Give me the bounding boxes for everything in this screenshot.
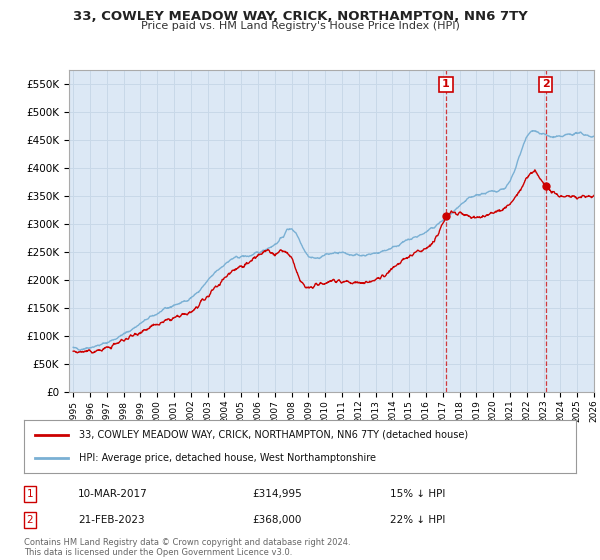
Text: Contains HM Land Registry data © Crown copyright and database right 2024.
This d: Contains HM Land Registry data © Crown c…	[24, 538, 350, 557]
Text: HPI: Average price, detached house, West Northamptonshire: HPI: Average price, detached house, West…	[79, 453, 376, 463]
Text: 1: 1	[442, 80, 450, 90]
Text: 10-MAR-2017: 10-MAR-2017	[78, 489, 148, 499]
Text: 33, COWLEY MEADOW WAY, CRICK, NORTHAMPTON, NN6 7TY (detached house): 33, COWLEY MEADOW WAY, CRICK, NORTHAMPTO…	[79, 430, 469, 440]
Text: 1: 1	[26, 489, 34, 499]
Text: Price paid vs. HM Land Registry's House Price Index (HPI): Price paid vs. HM Land Registry's House …	[140, 21, 460, 31]
Text: £314,995: £314,995	[252, 489, 302, 499]
Text: 22% ↓ HPI: 22% ↓ HPI	[390, 515, 445, 525]
Text: 33, COWLEY MEADOW WAY, CRICK, NORTHAMPTON, NN6 7TY: 33, COWLEY MEADOW WAY, CRICK, NORTHAMPTO…	[73, 10, 527, 23]
Text: £368,000: £368,000	[252, 515, 301, 525]
Text: 2: 2	[26, 515, 34, 525]
Text: 21-FEB-2023: 21-FEB-2023	[78, 515, 145, 525]
Text: 2: 2	[542, 80, 550, 90]
Text: 15% ↓ HPI: 15% ↓ HPI	[390, 489, 445, 499]
